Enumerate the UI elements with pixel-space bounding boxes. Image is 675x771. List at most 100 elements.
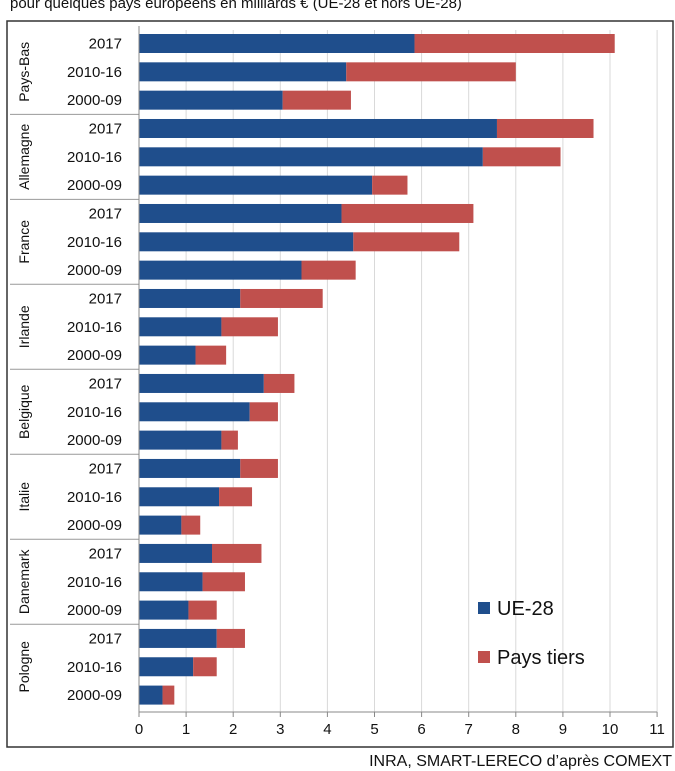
bar-ue28 xyxy=(139,175,373,195)
bar-pays-tiers xyxy=(301,260,356,280)
x-tick-label: 3 xyxy=(276,721,284,738)
bar-ue28 xyxy=(139,543,213,563)
bar-ue28 xyxy=(139,515,182,535)
country-label: Danemark xyxy=(16,548,32,614)
bar-pays-tiers xyxy=(212,543,262,563)
bar-pays-tiers xyxy=(341,203,474,223)
bar-ue28 xyxy=(139,232,354,252)
legend: UE-28 Pays tiers xyxy=(478,598,585,669)
period-label: 2010-16 xyxy=(67,659,122,676)
legend-label-ue28: UE-28 xyxy=(497,598,554,620)
period-label: 2017 xyxy=(89,205,122,222)
source-note: INRA, SMART-LERECO d’après COMEXT xyxy=(369,753,672,770)
period-label: 2010-16 xyxy=(67,319,122,336)
period-label: 2010-16 xyxy=(67,64,122,81)
bar-pays-tiers xyxy=(219,487,253,507)
country-label: Italie xyxy=(16,482,32,512)
x-axis: 0 1 2 3 4 5 6 7 8 9 10 11 xyxy=(135,26,665,738)
bar-pays-tiers xyxy=(221,430,238,450)
x-tick-label: 7 xyxy=(465,721,473,738)
x-tick-label: 6 xyxy=(417,721,425,738)
bar-pays-tiers xyxy=(188,600,217,620)
period-label: 2010-16 xyxy=(67,574,122,591)
period-label: 2000-09 xyxy=(67,602,122,619)
period-label: 2010-16 xyxy=(67,234,122,251)
bar-pays-tiers xyxy=(181,515,201,535)
period-label: 2000-09 xyxy=(67,432,122,449)
country-label: France xyxy=(16,220,32,264)
period-label: 2010-16 xyxy=(67,149,122,166)
x-tick-label: 9 xyxy=(559,721,567,738)
country-labels: Pays-Bas Allemagne France Irlande Belgique It… xyxy=(10,42,139,693)
bar-pays-tiers xyxy=(249,402,278,422)
bars xyxy=(139,34,615,705)
bar-pays-tiers xyxy=(346,62,516,82)
x-tick-label: 5 xyxy=(370,721,378,738)
period-labels: 2017 2010-16 2000-09 2017 2010-16 2000-09 2017… xyxy=(67,36,122,705)
country-label: Belgique xyxy=(16,384,32,439)
bar-pays-tiers xyxy=(221,317,278,337)
bar-pays-tiers xyxy=(240,458,278,478)
bar-ue28 xyxy=(139,90,283,110)
chart-frame xyxy=(6,20,674,748)
country-label: Pologne xyxy=(16,641,32,693)
bar-ue28 xyxy=(139,487,220,507)
period-label: 2017 xyxy=(89,290,122,307)
period-label: 2017 xyxy=(89,375,122,392)
bar-pays-tiers xyxy=(372,175,408,195)
bar-pays-tiers xyxy=(195,345,227,365)
gridlines xyxy=(185,30,658,712)
country-label: Irlande xyxy=(16,305,32,348)
bar-pays-tiers xyxy=(216,628,245,648)
bar-ue28 xyxy=(139,628,217,648)
bar-ue28 xyxy=(139,430,222,450)
bar-ue28 xyxy=(139,260,302,280)
x-tick-label: 4 xyxy=(323,721,331,738)
bar-pays-tiers xyxy=(193,657,217,677)
period-label: 2017 xyxy=(89,120,122,137)
bar-ue28 xyxy=(139,317,222,337)
bar-ue28 xyxy=(139,345,196,365)
period-label: 2000-09 xyxy=(67,177,122,194)
bar-ue28 xyxy=(139,572,203,592)
x-tick-label: 10 xyxy=(602,721,619,738)
bar-ue28 xyxy=(139,402,250,422)
bar-pays-tiers xyxy=(263,373,295,393)
bar-ue28 xyxy=(139,600,189,620)
legend-swatch-pays-tiers xyxy=(478,651,490,663)
bar-pays-tiers xyxy=(240,288,323,308)
bar-ue28 xyxy=(139,203,342,223)
bar-pays-tiers xyxy=(162,685,175,705)
bar-ue28 xyxy=(139,685,163,705)
bar-pays-tiers xyxy=(482,147,561,167)
x-tick-label: 11 xyxy=(649,721,665,738)
country-label: Pays-Bas xyxy=(16,42,32,102)
period-label: 2017 xyxy=(89,36,122,53)
legend-swatch-ue28 xyxy=(478,602,490,614)
bar-pays-tiers xyxy=(202,572,245,592)
bar-pays-tiers xyxy=(282,90,351,110)
period-label: 2000-09 xyxy=(67,262,122,279)
period-label: 2010-16 xyxy=(67,404,122,421)
bar-ue28 xyxy=(139,118,497,138)
period-label: 2000-09 xyxy=(67,347,122,364)
bar-pays-tiers xyxy=(496,118,594,138)
period-label: 2017 xyxy=(89,460,122,477)
legend-label-pays-tiers: Pays tiers xyxy=(497,647,585,669)
x-tick-label: 2 xyxy=(229,721,237,738)
bar-ue28 xyxy=(139,657,194,677)
bar-pays-tiers xyxy=(353,232,460,252)
bar-ue28 xyxy=(139,34,415,53)
header-fragment-text: pour quelques pays européens en milliard… xyxy=(10,0,462,12)
bar-ue28 xyxy=(139,147,483,167)
x-tick-label: 0 xyxy=(135,721,143,738)
bar-ue28 xyxy=(139,62,347,82)
period-label: 2017 xyxy=(89,630,122,647)
period-label: 2000-09 xyxy=(67,517,122,534)
country-label: Allemagne xyxy=(16,124,32,190)
x-tick-label: 1 xyxy=(182,721,190,738)
bar-ue28 xyxy=(139,458,241,478)
period-label: 2000-09 xyxy=(67,687,122,704)
bar-pays-tiers xyxy=(414,34,615,53)
bar-ue28 xyxy=(139,373,264,393)
